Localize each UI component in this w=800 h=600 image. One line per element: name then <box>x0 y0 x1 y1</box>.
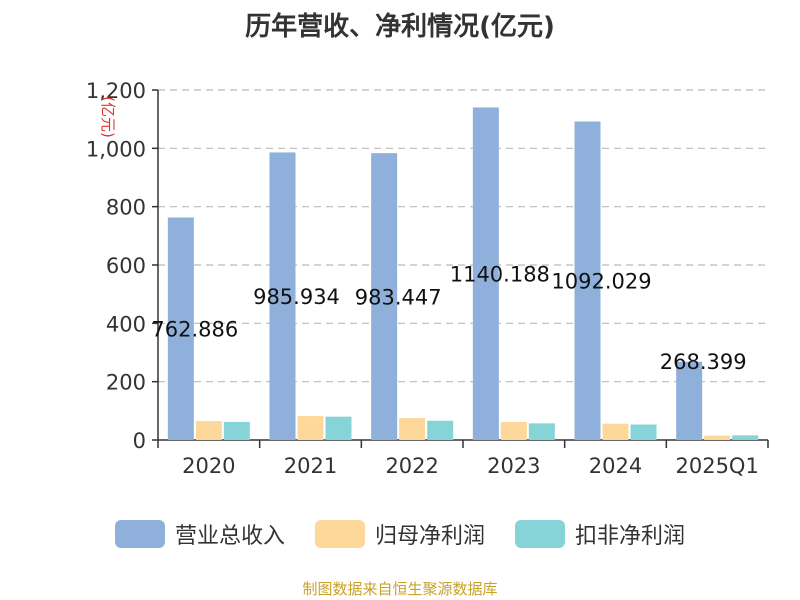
data-label: 985.934 <box>253 285 340 309</box>
source-note: 制图数据来自恒生聚源数据库 <box>302 580 498 598</box>
bar-revenue <box>371 153 398 440</box>
legend-swatch <box>114 520 165 548</box>
x-tick-label: 2023 <box>487 454 540 478</box>
data-label: 983.447 <box>355 286 442 310</box>
grid-layer <box>158 89 768 383</box>
axis-layer: 0 200 400 600 800 1,000 1,200(亿元) 2020 2021 2022 2… <box>86 79 769 478</box>
y-tick-label: 0 <box>133 429 146 453</box>
bar-revenue <box>167 217 194 440</box>
legend-item[interactable]: 归母净利润 <box>314 518 485 550</box>
y-tick-label: 400 <box>106 312 146 336</box>
bar-revenue <box>472 107 499 441</box>
bar-deducted-net-profit <box>427 420 454 440</box>
x-tick-label: 2024 <box>589 454 642 478</box>
x-tick-label: 2021 <box>284 454 337 478</box>
bar-net-profit-parent <box>602 423 629 440</box>
label-layer: 762.886 985.934 983.447 1140.188 1092.029 268… <box>151 263 746 374</box>
x-tick-label: 2025Q1 <box>675 454 758 478</box>
bar-net-profit-parent <box>195 421 222 440</box>
legend-label: 归母净利润 <box>374 524 485 549</box>
y-tick-label: 200 <box>106 371 146 395</box>
data-label: 1140.188 <box>450 263 550 287</box>
data-label: 268.399 <box>660 350 747 374</box>
bar-layer <box>167 107 759 441</box>
bar-deducted-net-profit <box>325 416 352 440</box>
bar-deducted-net-profit <box>630 424 657 440</box>
chart-title: 历年营收、净利情况(亿元) <box>245 12 555 42</box>
legend-label: 扣非净利润 <box>575 524 686 549</box>
bar-deducted-net-profit <box>528 423 555 440</box>
bar-deducted-net-profit <box>223 421 250 440</box>
y-tick-label: 1,200 <box>86 79 146 103</box>
bar-net-profit-parent <box>399 418 426 440</box>
bar-deducted-net-profit <box>732 435 759 440</box>
bar-revenue <box>574 121 601 440</box>
bar-net-profit-parent <box>297 416 324 440</box>
bar-revenue <box>676 361 703 440</box>
legend-swatch <box>314 520 365 548</box>
legend-item[interactable]: 营业总收入 <box>114 518 285 550</box>
y-tick-label: 800 <box>106 196 146 220</box>
bar-revenue <box>269 152 296 440</box>
x-tick-label: 2020 <box>182 454 235 478</box>
x-tick-label: 2022 <box>385 454 438 478</box>
bar-net-profit-parent <box>704 435 731 440</box>
legend-label: 营业总收入 <box>174 524 285 549</box>
legend-item[interactable]: 扣非净利润 <box>515 518 685 550</box>
legend-swatch <box>515 520 565 548</box>
y-tick-label: 600 <box>106 254 146 278</box>
y-tick-label: 1,000 <box>86 137 146 161</box>
legend: 营业总收入 归母净利润 扣非净利润 <box>0 516 800 552</box>
data-label: 1092.029 <box>551 270 651 294</box>
data-label: 762.886 <box>151 318 238 342</box>
y-axis-unit-label: (亿元) <box>99 96 117 138</box>
bar-net-profit-parent <box>500 421 527 440</box>
